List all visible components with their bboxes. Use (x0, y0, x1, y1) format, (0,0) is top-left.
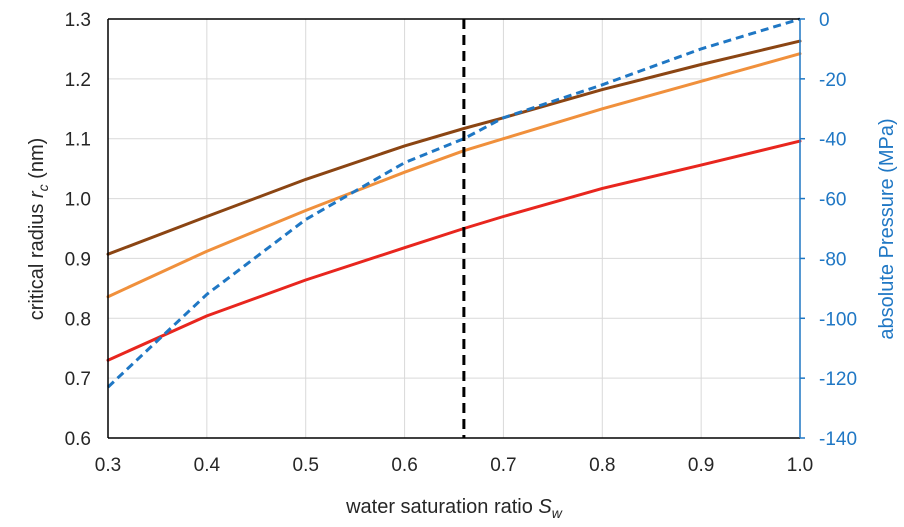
x-tick-label: 1.0 (787, 455, 813, 476)
x-tick-label: 0.9 (688, 455, 714, 476)
y-left-tick-label: 1.1 (65, 130, 91, 151)
y-right-tick-label: -80 (819, 249, 846, 270)
y-left-tick-label: 0.9 (65, 249, 91, 270)
series-line-2 (106, 52, 802, 299)
x-tick-label: 0.6 (391, 455, 417, 476)
y-left-tick-label: 0.6 (65, 429, 91, 450)
y-right-tick-label: -100 (819, 309, 857, 330)
series-line-4 (106, 17, 801, 389)
y-left-tick-label: 1.0 (65, 190, 91, 211)
y-left-tick-label: 1.2 (65, 70, 91, 91)
x-tick-label: 0.4 (194, 455, 221, 476)
gridlines (108, 19, 800, 438)
series-line-1 (106, 39, 802, 256)
y-axis-title-left: critical radius rc (nm) (26, 138, 51, 321)
tick-labels: 0.3 0.4 0.5 0.6 0.7 0.8 0.9 1.0 0.6 0.7 0.8 0.9 1.0 1… (65, 10, 857, 476)
y-left-tick-label: 1.3 (65, 10, 91, 31)
series-group (106, 17, 802, 389)
x-tick-label: 0.3 (95, 455, 121, 476)
x-axis-title: water saturation ratio Sw (345, 496, 563, 521)
y-left-tick-label: 0.7 (65, 369, 91, 390)
y-right-tick-label: -20 (819, 70, 846, 91)
y-right-tick-label: -120 (819, 369, 857, 390)
y-axis-title-right: absolute Pressure (MPa) (876, 118, 898, 339)
y-right-tick-label: -140 (819, 429, 857, 450)
y-right-tick-label: 0 (819, 10, 830, 31)
y-left-tick-label: 0.8 (65, 309, 91, 330)
plot-frame (107, 18, 801, 439)
y-right-tick-label: -40 (819, 130, 846, 151)
x-tick-label: 0.8 (589, 455, 615, 476)
x-tick-label: 0.7 (490, 455, 516, 476)
x-tick-label: 0.5 (293, 455, 319, 476)
y-right-tick-label: -60 (819, 190, 846, 211)
